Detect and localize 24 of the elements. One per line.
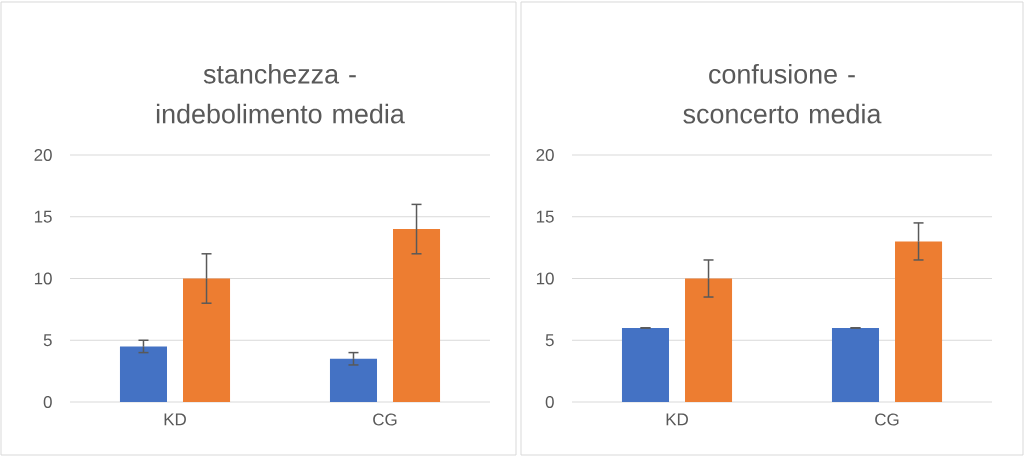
x-tick-label: CG bbox=[373, 413, 397, 426]
chart-title: confusione - sconcerto media bbox=[683, 63, 882, 124]
bar bbox=[685, 278, 733, 402]
bar bbox=[329, 358, 377, 402]
bar bbox=[393, 229, 441, 402]
y-tick-label: 10 bbox=[536, 272, 554, 285]
x-tick-label: KD bbox=[666, 413, 688, 426]
y-tick-label: 20 bbox=[536, 149, 554, 161]
y-tick-label: 0 bbox=[545, 396, 554, 408]
bar bbox=[183, 278, 231, 402]
y-tick-label: 20 bbox=[34, 149, 52, 161]
y-tick-label: 5 bbox=[545, 334, 554, 347]
bar bbox=[621, 327, 670, 402]
y-tick-label: 15 bbox=[536, 210, 554, 223]
y-tick-label: 15 bbox=[34, 210, 52, 223]
x-tick-label: KD bbox=[164, 413, 186, 426]
bar bbox=[831, 327, 880, 402]
bar bbox=[119, 346, 167, 402]
y-tick-label: 5 bbox=[43, 334, 52, 347]
y-tick-label: 0 bbox=[43, 396, 52, 408]
y-tick-label: 10 bbox=[34, 272, 52, 285]
bar bbox=[895, 241, 943, 402]
x-tick-label: CG bbox=[875, 413, 899, 426]
chart-title: stanchezza - indebolimento media bbox=[156, 63, 405, 124]
